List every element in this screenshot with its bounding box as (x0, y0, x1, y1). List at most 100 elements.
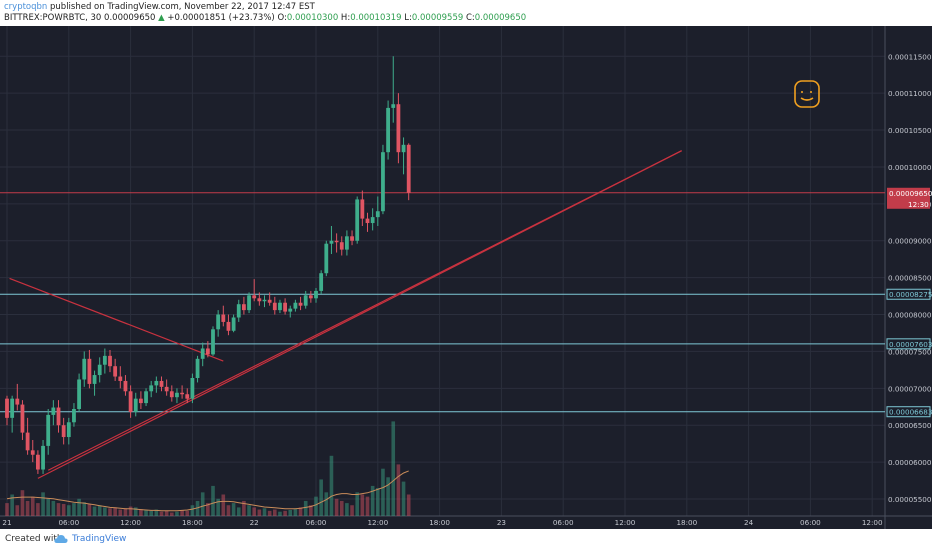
price-tick-label: 0.00007000 (888, 384, 932, 393)
time-tick-label: 06:00 (800, 518, 821, 527)
candle-body (139, 398, 143, 404)
candle (278, 299, 282, 314)
level-price-label: 0.00007603 (889, 340, 932, 349)
volume-bar (200, 492, 205, 516)
low-value: 0.00009559 (411, 13, 464, 23)
candle-body (272, 302, 277, 311)
time-tick-label: 12:00 (367, 518, 388, 527)
level-price-tag (886, 288, 931, 300)
candle-body (180, 392, 184, 395)
volume-bar (10, 494, 14, 516)
candle-body (252, 295, 257, 299)
volume-bar (267, 510, 272, 516)
candle-body (396, 104, 401, 153)
volume-bar (345, 503, 349, 516)
candle (324, 240, 329, 277)
candle (30, 439, 35, 463)
candle (108, 349, 112, 373)
volume-bar (123, 508, 128, 516)
price-tick-label: 0.00010000 (888, 163, 932, 172)
candle-body (401, 144, 406, 153)
candle-body (92, 375, 97, 384)
candle-body (46, 414, 51, 446)
volume-bar (226, 505, 231, 516)
volume-bar (67, 505, 71, 516)
candle (231, 314, 236, 333)
candle (365, 212, 370, 232)
candle-body (77, 379, 81, 409)
candlestick-chart[interactable]: 0.00005500 0.00006000 0.00006500 0.00007000… (0, 26, 932, 529)
candle-body (329, 240, 334, 244)
candle (113, 358, 118, 381)
candle-body (406, 144, 411, 193)
price-tick-label: 0.00009000 (888, 237, 932, 246)
candle-body (293, 302, 298, 309)
smiley-drawing-icon[interactable] (794, 80, 820, 108)
candle-body (375, 211, 380, 218)
price-candles (5, 56, 411, 474)
volume-bar (314, 496, 318, 516)
volume-bar (406, 494, 411, 516)
chart-area[interactable]: 0.00005500 0.00006000 0.00006500 0.00007000… (0, 26, 932, 529)
candle (242, 296, 246, 315)
candle-body (319, 273, 324, 291)
candle-body (267, 299, 272, 303)
candle (41, 439, 45, 474)
candle (92, 370, 97, 396)
candle (205, 341, 210, 358)
candle (123, 375, 128, 396)
candle-body (205, 348, 210, 355)
volume-bar (154, 509, 159, 516)
candle-body (391, 104, 396, 108)
volume-bar (118, 509, 123, 516)
volume-bar (396, 464, 401, 516)
candle (77, 373, 81, 412)
volume-bar (144, 509, 148, 516)
candle-body (82, 358, 87, 380)
volume-bar (391, 421, 396, 516)
candle (370, 208, 375, 231)
candle (15, 383, 20, 411)
close-label: C: (463, 13, 475, 23)
candle (283, 298, 287, 315)
candle-body (133, 398, 138, 412)
volume-bar (92, 506, 97, 516)
candle-body (66, 422, 71, 438)
volume-bar (175, 511, 179, 516)
open-label: O: (274, 13, 287, 23)
candle (406, 143, 411, 201)
volume-bar (87, 503, 92, 516)
candle-body (231, 317, 236, 331)
volume-bar (365, 496, 370, 516)
trendlines[interactable] (9, 150, 682, 479)
time-tick-label: 06:00 (58, 518, 79, 527)
time-tick-label: 12:00 (615, 518, 636, 527)
volume-bar (329, 455, 334, 516)
candle (314, 287, 318, 303)
time-axis[interactable]: 21 06:00 12:00 18:00 22 06:00 12:00 18:00 23 06:0… (2, 518, 883, 527)
footer: Created with TradingView (0, 529, 932, 550)
volume-bar (324, 492, 329, 516)
author-link[interactable]: cryptoqbn (4, 2, 48, 12)
candle-body (257, 298, 262, 302)
tradingview-brand-link[interactable]: TradingView (72, 534, 127, 544)
candle-body (381, 152, 385, 212)
candle-body (144, 391, 148, 404)
candle-body (216, 314, 221, 330)
volume-bar (309, 505, 313, 516)
candle-body (386, 107, 390, 153)
candle (401, 137, 406, 175)
low-label: L: (401, 13, 412, 23)
volume-bar (195, 500, 200, 516)
price-tick-label: 0.00006000 (888, 458, 932, 467)
candle-body (108, 355, 112, 367)
horizontal-levels[interactable] (0, 192, 885, 413)
tradingview-cloud-icon (54, 535, 68, 543)
volume-bar (319, 479, 323, 516)
candle (139, 391, 143, 409)
candle-body (288, 308, 293, 312)
candle-body (334, 240, 339, 243)
candle-body (149, 385, 154, 392)
candle (298, 296, 303, 311)
price-axis[interactable]: 0.00005500 0.00006000 0.00006500 0.00007000… (886, 52, 932, 504)
